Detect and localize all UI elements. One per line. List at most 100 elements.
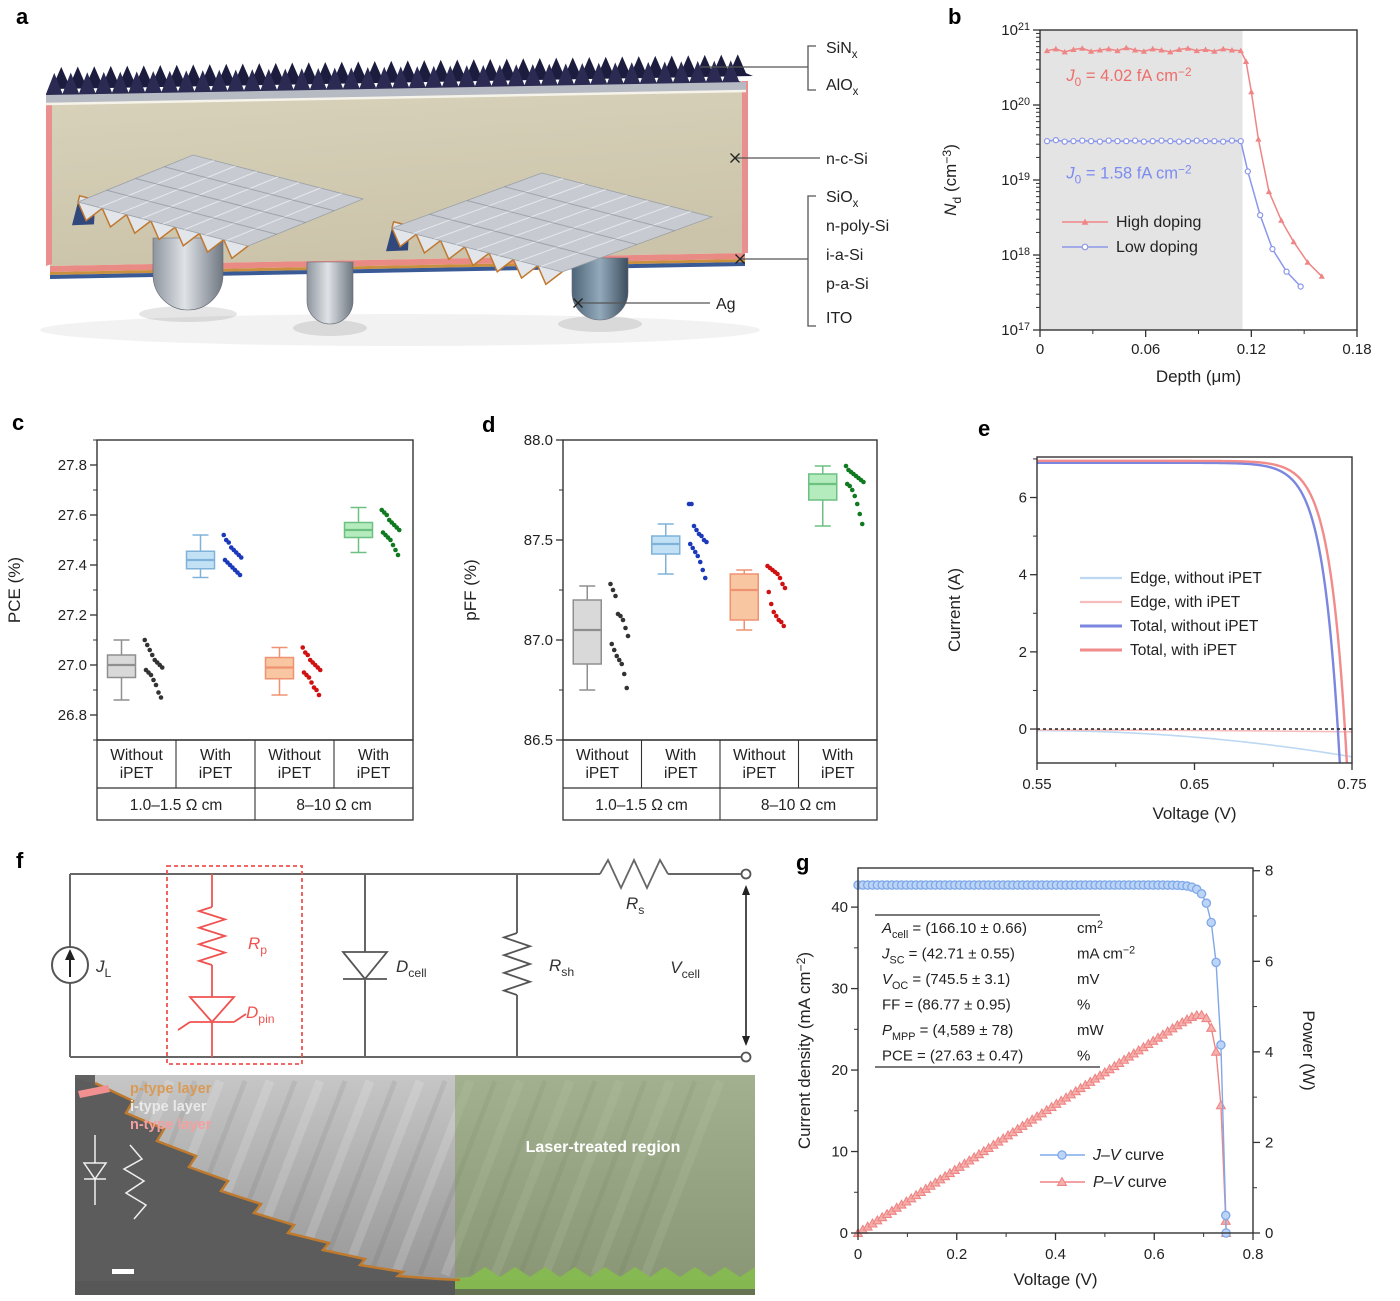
svg-text:Ag: Ag xyxy=(716,296,736,313)
svg-text:0: 0 xyxy=(854,1246,862,1263)
svg-text:27.8: 27.8 xyxy=(58,457,87,474)
svg-text:Rp: Rp xyxy=(248,934,267,957)
svg-text:0.2: 0.2 xyxy=(946,1246,967,1263)
svg-text:Dpin: Dpin xyxy=(246,1003,275,1026)
svg-text:SiOx: SiOx xyxy=(826,189,859,210)
svg-text:iPET: iPET xyxy=(585,765,619,782)
svg-text:High doping: High doping xyxy=(1116,214,1201,231)
svg-text:26.8: 26.8 xyxy=(58,707,87,724)
panel-letter-c: c xyxy=(12,410,25,435)
svg-text:i-a-Si: i-a-Si xyxy=(826,247,863,264)
svg-text:P–V curve: P–V curve xyxy=(1093,1174,1167,1191)
svg-text:JL: JL xyxy=(95,957,112,980)
svg-text:Rsh: Rsh xyxy=(549,956,574,979)
svg-text:PCE = (27.63 ± 0.47): PCE = (27.63 ± 0.47) xyxy=(882,1048,1023,1065)
svg-text:0.4: 0.4 xyxy=(1045,1246,1066,1263)
panel-letter-g: g xyxy=(796,850,810,875)
svg-text:SiNx: SiNx xyxy=(826,40,858,61)
svg-text:27.2: 27.2 xyxy=(58,607,87,624)
svg-text:0: 0 xyxy=(840,1225,848,1242)
svg-text:2: 2 xyxy=(1265,1134,1273,1151)
svg-text:0.18: 0.18 xyxy=(1342,341,1371,358)
svg-text:FF = (86.77 ± 0.95): FF = (86.77 ± 0.95) xyxy=(882,997,1011,1014)
svg-text:With: With xyxy=(665,747,696,764)
panel-letter-e: e xyxy=(978,416,991,441)
svg-text:AlOx: AlOx xyxy=(826,77,859,98)
svg-text:iPET: iPET xyxy=(357,765,391,782)
svg-text:4: 4 xyxy=(1265,1044,1273,1061)
svg-text:6: 6 xyxy=(1265,953,1273,970)
svg-text:27.4: 27.4 xyxy=(58,557,87,574)
svg-text:cm2: cm2 xyxy=(1077,919,1103,937)
svg-text:20: 20 xyxy=(831,1062,848,1079)
svg-text:40: 40 xyxy=(831,899,848,916)
svg-text:Edge, with iPET: Edge, with iPET xyxy=(1130,594,1241,611)
svg-text:Power (W): Power (W) xyxy=(1299,1010,1318,1090)
svg-text:%: % xyxy=(1077,997,1090,1014)
svg-text:Rs: Rs xyxy=(626,894,644,917)
svg-text:VOC = (745.5 ± 3.1): VOC = (745.5 ± 3.1) xyxy=(882,971,1010,992)
svg-text:Acell = (166.10 ± 0.66): Acell = (166.10 ± 0.66) xyxy=(881,920,1027,941)
svg-text:With: With xyxy=(822,747,853,764)
svg-text:0.8: 0.8 xyxy=(1243,1246,1264,1263)
svg-text:With: With xyxy=(200,747,231,764)
svg-text:mA cm−2: mA cm−2 xyxy=(1077,945,1135,963)
svg-text:87.5: 87.5 xyxy=(524,532,553,549)
svg-text:27.0: 27.0 xyxy=(58,657,87,674)
svg-text:Current density (mA cm−2): Current density (mA cm−2) xyxy=(794,952,814,1149)
panel-letter-b: b xyxy=(948,4,962,29)
svg-text:iPET: iPET xyxy=(664,765,698,782)
svg-text:Depth (μm): Depth (μm) xyxy=(1156,367,1241,386)
svg-text:Voltage (V): Voltage (V) xyxy=(1152,804,1236,823)
chart-g-jv-pv: Acell = (166.10 ± 0.66) cm2 JSC = (42.71 ±… xyxy=(794,863,1318,1289)
svg-text:1019: 1019 xyxy=(1001,171,1030,189)
svg-text:0.75: 0.75 xyxy=(1337,776,1366,793)
svg-text:Without: Without xyxy=(110,747,163,764)
svg-text:PMPP = (4,589 ± 78): PMPP = (4,589 ± 78) xyxy=(882,1022,1013,1043)
svg-text:PCE (%): PCE (%) xyxy=(5,557,24,623)
svg-text:n-poly-Si: n-poly-Si xyxy=(826,218,889,235)
svg-text:0.55: 0.55 xyxy=(1022,776,1051,793)
svg-text:Total, with iPET: Total, with iPET xyxy=(1130,642,1237,659)
svg-text:0.65: 0.65 xyxy=(1180,776,1209,793)
svg-text:With: With xyxy=(358,747,389,764)
svg-text:0.6: 0.6 xyxy=(1144,1246,1165,1263)
svg-text:mV: mV xyxy=(1077,971,1100,988)
svg-text:0.06: 0.06 xyxy=(1131,341,1160,358)
svg-text:Without: Without xyxy=(268,747,321,764)
svg-text:n-type layer: n-type layer xyxy=(130,1117,212,1133)
panel-letter-d: d xyxy=(482,412,496,437)
svg-text:8–10 Ω cm: 8–10 Ω cm xyxy=(761,797,836,814)
svg-text:pFF (%): pFF (%) xyxy=(461,559,480,620)
svg-text:J0 = 4.02 fA cm−2: J0 = 4.02 fA cm−2 xyxy=(1065,65,1191,89)
svg-text:n-c-Si: n-c-Si xyxy=(826,151,868,168)
svg-text:Without: Without xyxy=(576,747,629,764)
svg-text:30: 30 xyxy=(831,981,848,998)
svg-text:1021: 1021 xyxy=(1001,21,1030,39)
svg-text:Edge, without iPET: Edge, without iPET xyxy=(1130,570,1262,587)
svg-text:4: 4 xyxy=(1019,567,1027,584)
svg-text:Nd (cm−3): Nd (cm−3) xyxy=(940,144,964,216)
svg-text:JSC = (42.71 ± 0.55): JSC = (42.71 ± 0.55) xyxy=(881,946,1015,967)
svg-text:Vcell: Vcell xyxy=(670,958,700,981)
svg-text:mW: mW xyxy=(1077,1022,1104,1039)
svg-text:%: % xyxy=(1077,1048,1090,1065)
svg-text:Low doping: Low doping xyxy=(1116,239,1198,256)
svg-text:p-type layer: p-type layer xyxy=(130,1081,212,1097)
svg-text:87.0: 87.0 xyxy=(524,632,553,649)
svg-text:i-type layer: i-type layer xyxy=(130,1099,207,1115)
svg-text:0.12: 0.12 xyxy=(1237,341,1266,358)
svg-text:iPET: iPET xyxy=(278,765,312,782)
svg-text:6: 6 xyxy=(1019,490,1027,507)
svg-text:Laser-treated region: Laser-treated region xyxy=(526,1139,681,1156)
svg-text:iPET: iPET xyxy=(120,765,154,782)
svg-text:p-a-Si: p-a-Si xyxy=(826,276,869,293)
svg-text:Dcell: Dcell xyxy=(396,957,427,980)
panel-f-circuit-and-sem: JL Rp Dpin Dcell Rsh Rs Vcell p-type layer i-typ… xyxy=(51,857,755,1295)
svg-text:1.0–1.5 Ω cm: 1.0–1.5 Ω cm xyxy=(130,797,223,814)
svg-text:8: 8 xyxy=(1265,863,1273,880)
svg-text:2: 2 xyxy=(1019,644,1027,661)
svg-text:J–V curve: J–V curve xyxy=(1092,1147,1164,1164)
